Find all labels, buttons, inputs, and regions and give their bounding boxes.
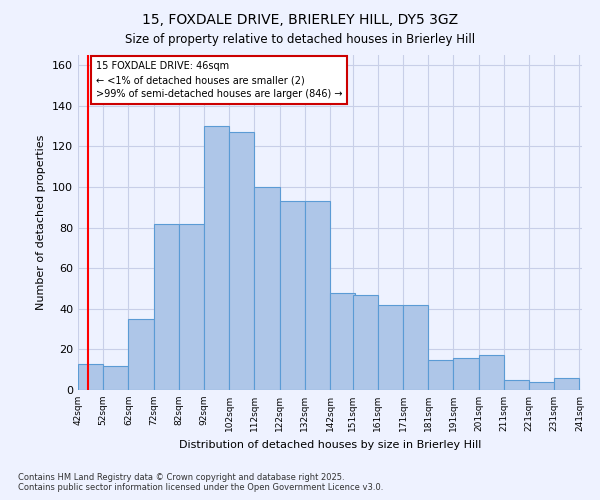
Bar (179, 224, 204, 390)
Bar (78, 364, 103, 390)
Bar (128, 319, 154, 390)
Text: 15, FOXDALE DRIVE, BRIERLEY HILL, DY5 3GZ: 15, FOXDALE DRIVE, BRIERLEY HILL, DY5 3G… (142, 12, 458, 26)
Bar (378, 304, 403, 390)
Bar (554, 378, 580, 390)
Bar (454, 358, 479, 390)
Bar (154, 224, 179, 390)
Bar (504, 380, 529, 390)
Text: Contains HM Land Registry data © Crown copyright and database right 2025.
Contai: Contains HM Land Registry data © Crown c… (18, 473, 383, 492)
Bar (330, 292, 355, 390)
Bar (353, 294, 378, 390)
Bar (103, 366, 128, 390)
Text: 15 FOXDALE DRIVE: 46sqm
← <1% of detached houses are smaller (2)
>99% of semi-de: 15 FOXDALE DRIVE: 46sqm ← <1% of detache… (95, 61, 342, 99)
Bar (229, 132, 254, 390)
Bar (280, 201, 305, 390)
Bar (204, 126, 229, 390)
X-axis label: Distribution of detached houses by size in Brierley Hill: Distribution of detached houses by size … (179, 440, 481, 450)
Text: Size of property relative to detached houses in Brierley Hill: Size of property relative to detached ho… (125, 32, 475, 46)
Bar (305, 201, 330, 390)
Bar (254, 187, 280, 390)
Bar (529, 382, 554, 390)
Bar (428, 360, 454, 390)
Y-axis label: Number of detached properties: Number of detached properties (37, 135, 46, 310)
Bar (479, 356, 504, 390)
Bar (403, 304, 428, 390)
